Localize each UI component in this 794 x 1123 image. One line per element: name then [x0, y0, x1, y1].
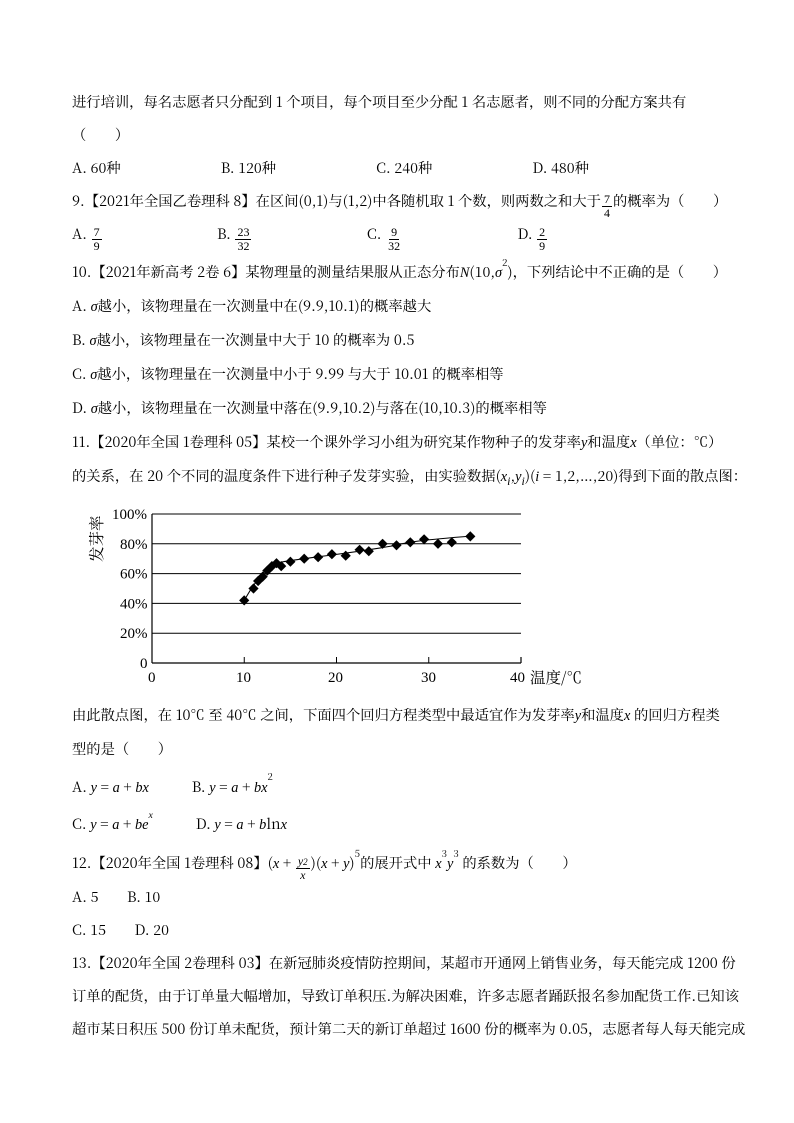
svg-text:0: 0	[140, 656, 148, 672]
svg-text:40%: 40%	[120, 596, 148, 612]
svg-text:0: 0	[148, 670, 156, 686]
svg-text:100%: 100%	[112, 507, 147, 523]
svg-text:10: 10	[236, 670, 251, 686]
svg-text:60%: 60%	[120, 566, 148, 582]
svg-text:20: 20	[328, 670, 343, 686]
svg-text:80%: 80%	[120, 536, 148, 552]
svg-text:20%: 20%	[120, 626, 148, 642]
svg-text:40: 40	[510, 670, 525, 686]
svg-text:温度/℃: 温度/℃	[530, 666, 582, 688]
svg-text:30: 30	[421, 670, 436, 686]
